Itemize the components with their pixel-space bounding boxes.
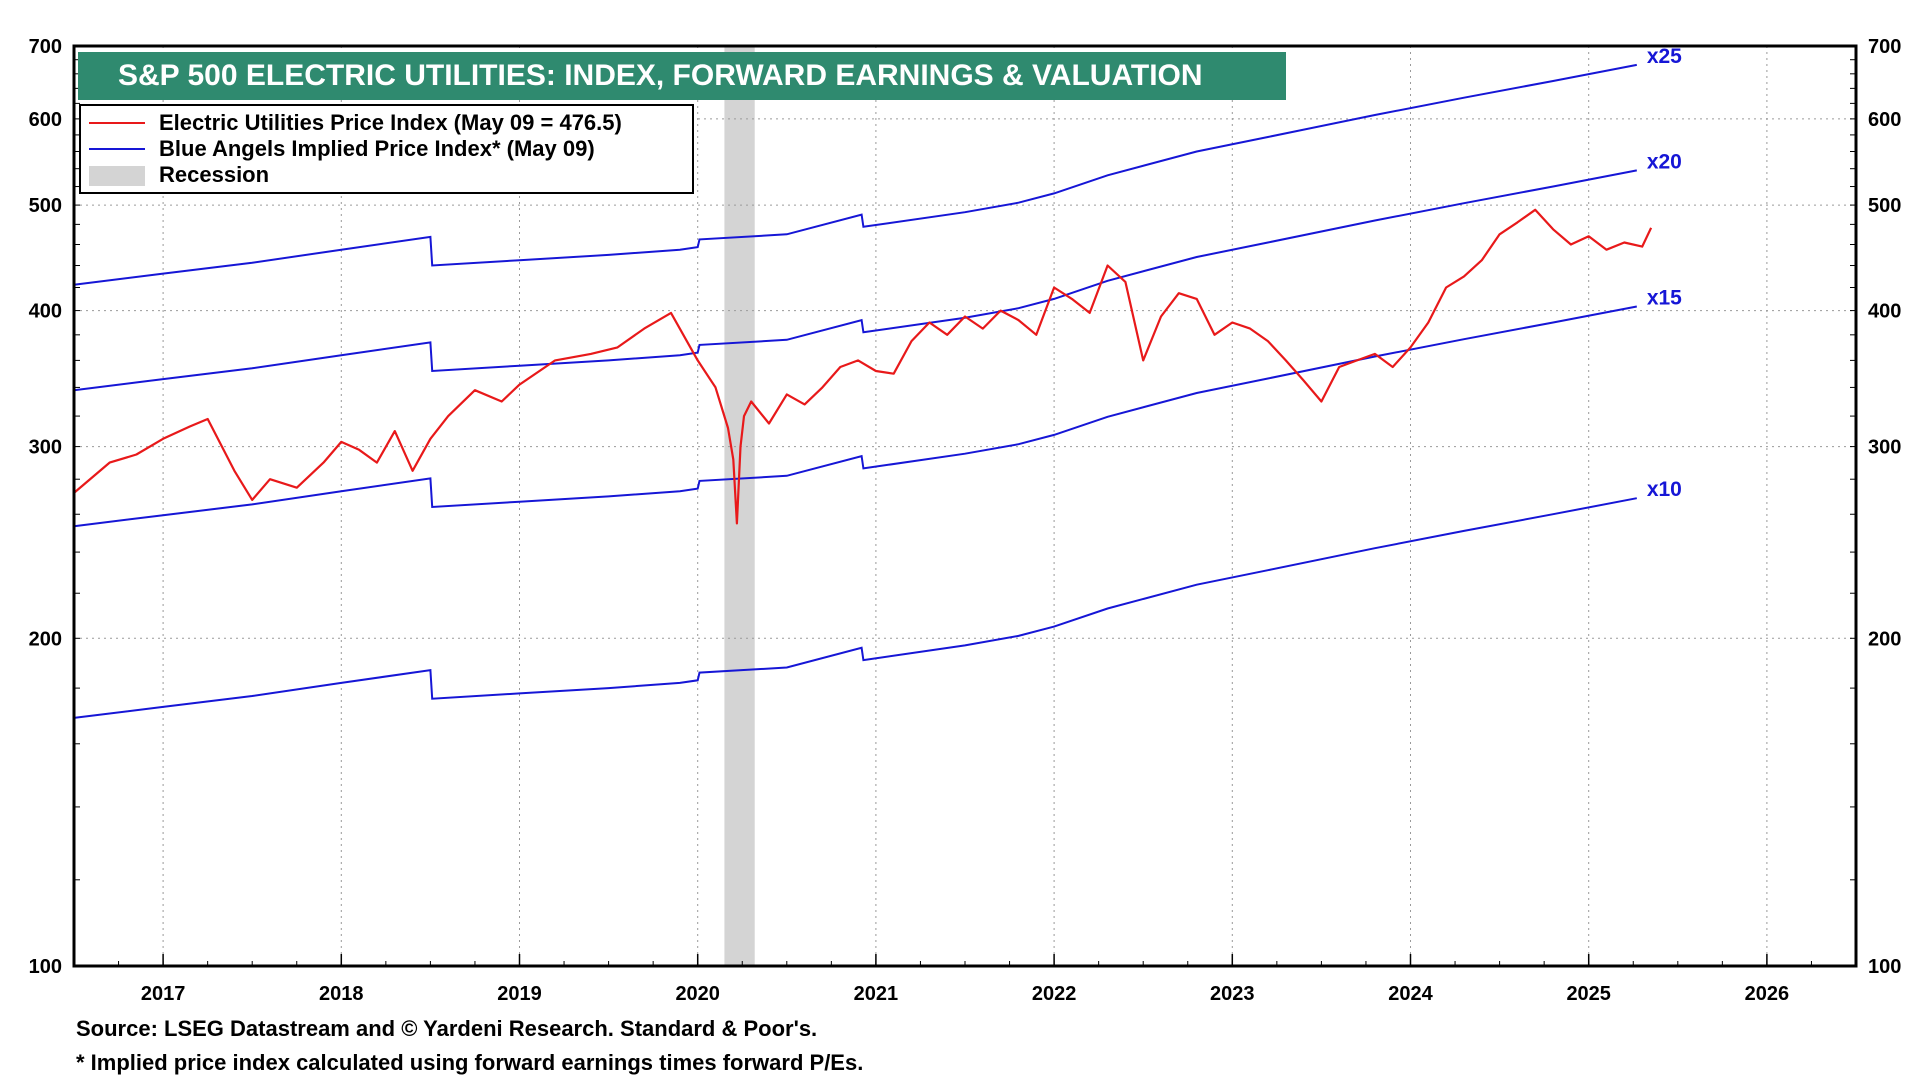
- legend-item-implied-index: Blue Angels Implied Price Index* (May 09…: [89, 136, 689, 162]
- y-tick-label-left: 200: [29, 628, 62, 650]
- x-tick-label: 2022: [1032, 983, 1077, 1005]
- implied-line-x10: [73, 497, 1637, 719]
- y-tick-label-left: 700: [29, 36, 62, 58]
- plot-frame: [72, 44, 1858, 968]
- x-tick-label: 2020: [675, 983, 720, 1005]
- x-tick-label: 2018: [319, 983, 364, 1005]
- recession-band: [724, 46, 755, 966]
- y-tick-label-right: 500: [1868, 195, 1901, 217]
- x-tick-label: 2019: [497, 983, 542, 1005]
- legend-label: Electric Utilities Price Index (May 09 =…: [159, 110, 622, 135]
- x-tick-label: 2023: [1210, 983, 1255, 1005]
- y-tick-label-right: 400: [1868, 301, 1901, 323]
- recession-layer: [724, 46, 755, 966]
- implied-line-x20: [73, 169, 1637, 392]
- multiple-label: x15: [1647, 286, 1682, 309]
- y-tick-label-left: 300: [29, 437, 62, 459]
- x-tick-label: 2017: [141, 983, 186, 1005]
- series-layer: x25 x20 x15 x10: [73, 45, 1682, 719]
- legend-label: Blue Angels Implied Price Index* (May 09…: [159, 136, 595, 161]
- price-index-line: [73, 208, 1653, 525]
- legend: Electric Utilities Price Index (May 09 =…: [79, 104, 694, 194]
- implied-line-x15: [73, 305, 1637, 528]
- source-note: Source: LSEG Datastream and © Yardeni Re…: [76, 1016, 818, 1041]
- multiple-label: x10: [1647, 478, 1682, 501]
- y-tick-label-right: 700: [1868, 36, 1901, 58]
- y-tick-label-right: 200: [1868, 628, 1901, 650]
- implied-note: * Implied price index calculated using f…: [76, 1050, 864, 1075]
- legend-item-price-index: Electric Utilities Price Index (May 09 =…: [89, 110, 689, 136]
- chart-title: S&P 500 ELECTRIC UTILITIES: INDEX, FORWA…: [78, 52, 1286, 100]
- y-tick-label-right: 600: [1868, 109, 1901, 131]
- y-tick-label-left: 500: [29, 195, 62, 217]
- x-tick-label: 2021: [854, 983, 899, 1005]
- y-tick-label-right: 300: [1868, 437, 1901, 459]
- y-tick-label-left: 400: [29, 301, 62, 323]
- legend-swatch-blue-line: [89, 148, 145, 150]
- y-tick-label-right: 100: [1868, 956, 1901, 978]
- x-tick-label: 2026: [1745, 983, 1790, 1005]
- legend-swatch-red-line: [89, 122, 145, 124]
- y-tick-label-left: 100: [29, 956, 62, 978]
- x-tick-label: 2024: [1388, 983, 1433, 1005]
- legend-item-recession: Recession: [89, 162, 689, 188]
- y-tick-label-left: 600: [29, 109, 62, 131]
- implied-line-x25: [73, 63, 1637, 286]
- x-tick-label: 2025: [1566, 983, 1611, 1005]
- multiple-label: x20: [1647, 150, 1682, 173]
- legend-label: Recession: [159, 162, 270, 187]
- legend-swatch-recession-band: [89, 166, 145, 186]
- multiple-label: x25: [1647, 45, 1682, 68]
